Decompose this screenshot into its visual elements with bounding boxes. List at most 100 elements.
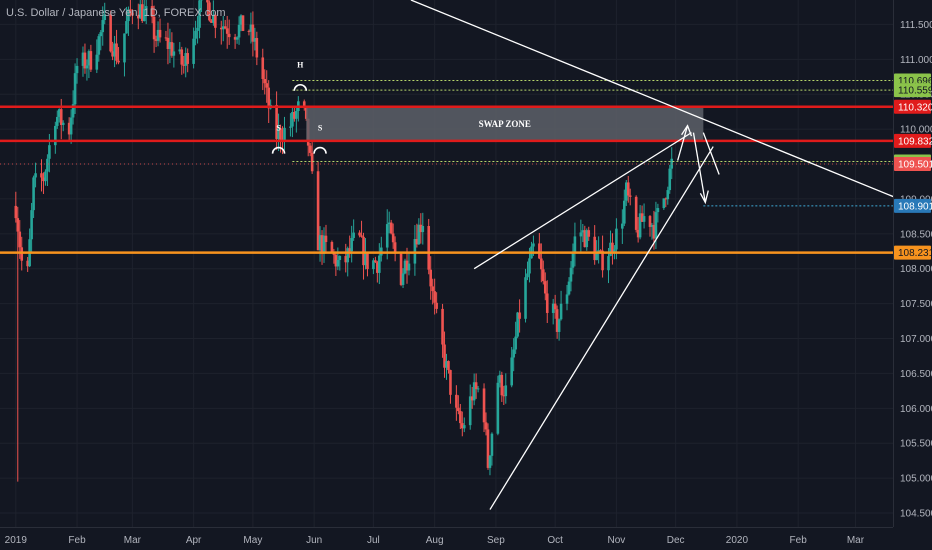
candle	[496, 375, 500, 436]
pattern-label-head: H	[297, 61, 304, 70]
candle-body	[457, 407, 460, 412]
candle	[611, 233, 614, 265]
candle-body	[468, 396, 472, 426]
candle	[378, 243, 381, 285]
candle	[83, 43, 87, 74]
candle	[540, 243, 543, 283]
candle	[545, 280, 549, 323]
candle-body	[192, 38, 195, 64]
candle-body	[387, 222, 391, 225]
candle	[429, 256, 432, 300]
candle-body	[417, 224, 421, 245]
y-tick-label: 106.500	[900, 369, 932, 380]
arrow-down-head	[699, 190, 709, 205]
candle	[372, 258, 375, 275]
candle-body	[484, 422, 488, 430]
candle	[543, 272, 547, 301]
candle-body	[263, 79, 267, 84]
candle	[457, 395, 460, 415]
swap-zone-label: SWAP ZONE	[479, 119, 531, 129]
candle-body	[330, 242, 334, 253]
candle-body	[54, 125, 57, 146]
x-tick-label: May	[243, 535, 262, 546]
candle-body	[512, 349, 515, 358]
price-tag: 109.832	[894, 133, 932, 148]
candle-body	[389, 222, 393, 234]
price-tag: 108.231	[894, 245, 932, 260]
candle-body	[613, 249, 616, 254]
candle	[277, 113, 280, 152]
candle	[538, 232, 541, 260]
candle-body	[623, 200, 626, 224]
candle-body	[69, 117, 73, 135]
candle	[200, 0, 203, 13]
candle	[670, 147, 674, 180]
pattern-label-right-shoulder: S	[318, 124, 323, 133]
candle	[26, 256, 29, 272]
candle-body	[391, 233, 395, 243]
candle-body	[634, 196, 638, 230]
candle	[67, 117, 71, 141]
candle-body	[14, 205, 18, 219]
candle	[186, 48, 189, 73]
candle-body	[198, 0, 201, 28]
candle-body	[514, 336, 517, 350]
candle	[219, 20, 223, 45]
candle	[46, 154, 49, 187]
candle	[322, 227, 326, 263]
candle-body	[443, 344, 446, 368]
candle	[407, 251, 411, 276]
price-tag: 110.559	[894, 83, 932, 98]
candle	[482, 383, 486, 433]
candle-body	[214, 14, 217, 28]
candle-body	[628, 195, 632, 197]
candle	[308, 142, 312, 157]
candle-body	[289, 126, 292, 128]
candle-body	[156, 29, 160, 41]
candle	[247, 29, 251, 36]
candle	[34, 162, 37, 188]
candle	[488, 455, 492, 476]
candle-body	[472, 382, 476, 401]
candle-body	[567, 281, 571, 295]
candle-body	[526, 273, 529, 278]
y-tick-label: 110.000	[900, 125, 932, 136]
candle	[344, 243, 348, 273]
candle-body	[496, 382, 500, 434]
candle-body	[638, 213, 642, 238]
candle-body	[251, 24, 255, 42]
candle	[461, 411, 464, 437]
candle-body	[358, 232, 361, 236]
grid	[0, 0, 893, 527]
candle-body	[607, 256, 610, 271]
candle-body	[20, 247, 24, 261]
candle	[320, 230, 324, 265]
wedge-lower-line	[489, 146, 714, 510]
candle	[44, 169, 47, 186]
candle-body	[152, 16, 156, 40]
candle-body	[615, 228, 618, 250]
y-tick-label: 111.500	[900, 20, 932, 31]
candle-body	[595, 251, 598, 261]
candle-body	[180, 49, 184, 65]
candle-body	[338, 256, 342, 260]
candle	[150, 0, 154, 24]
arrow-up-head	[681, 124, 693, 137]
candle	[61, 120, 65, 132]
candle-body	[399, 253, 403, 285]
candle-body	[95, 54, 99, 70]
price-tag-label: 110.320	[898, 102, 932, 113]
candle	[498, 370, 502, 388]
candle	[500, 371, 504, 402]
candle-body	[172, 51, 176, 56]
candle	[445, 353, 448, 380]
candle	[316, 161, 320, 251]
candle	[237, 16, 241, 45]
x-tick-label: Apr	[186, 535, 202, 546]
arrow-up-line	[677, 125, 689, 161]
candle-body	[208, 2, 211, 21]
x-tick-label: Jul	[367, 535, 380, 546]
x-tick-label: Oct	[547, 535, 563, 546]
candle-body	[654, 212, 658, 239]
